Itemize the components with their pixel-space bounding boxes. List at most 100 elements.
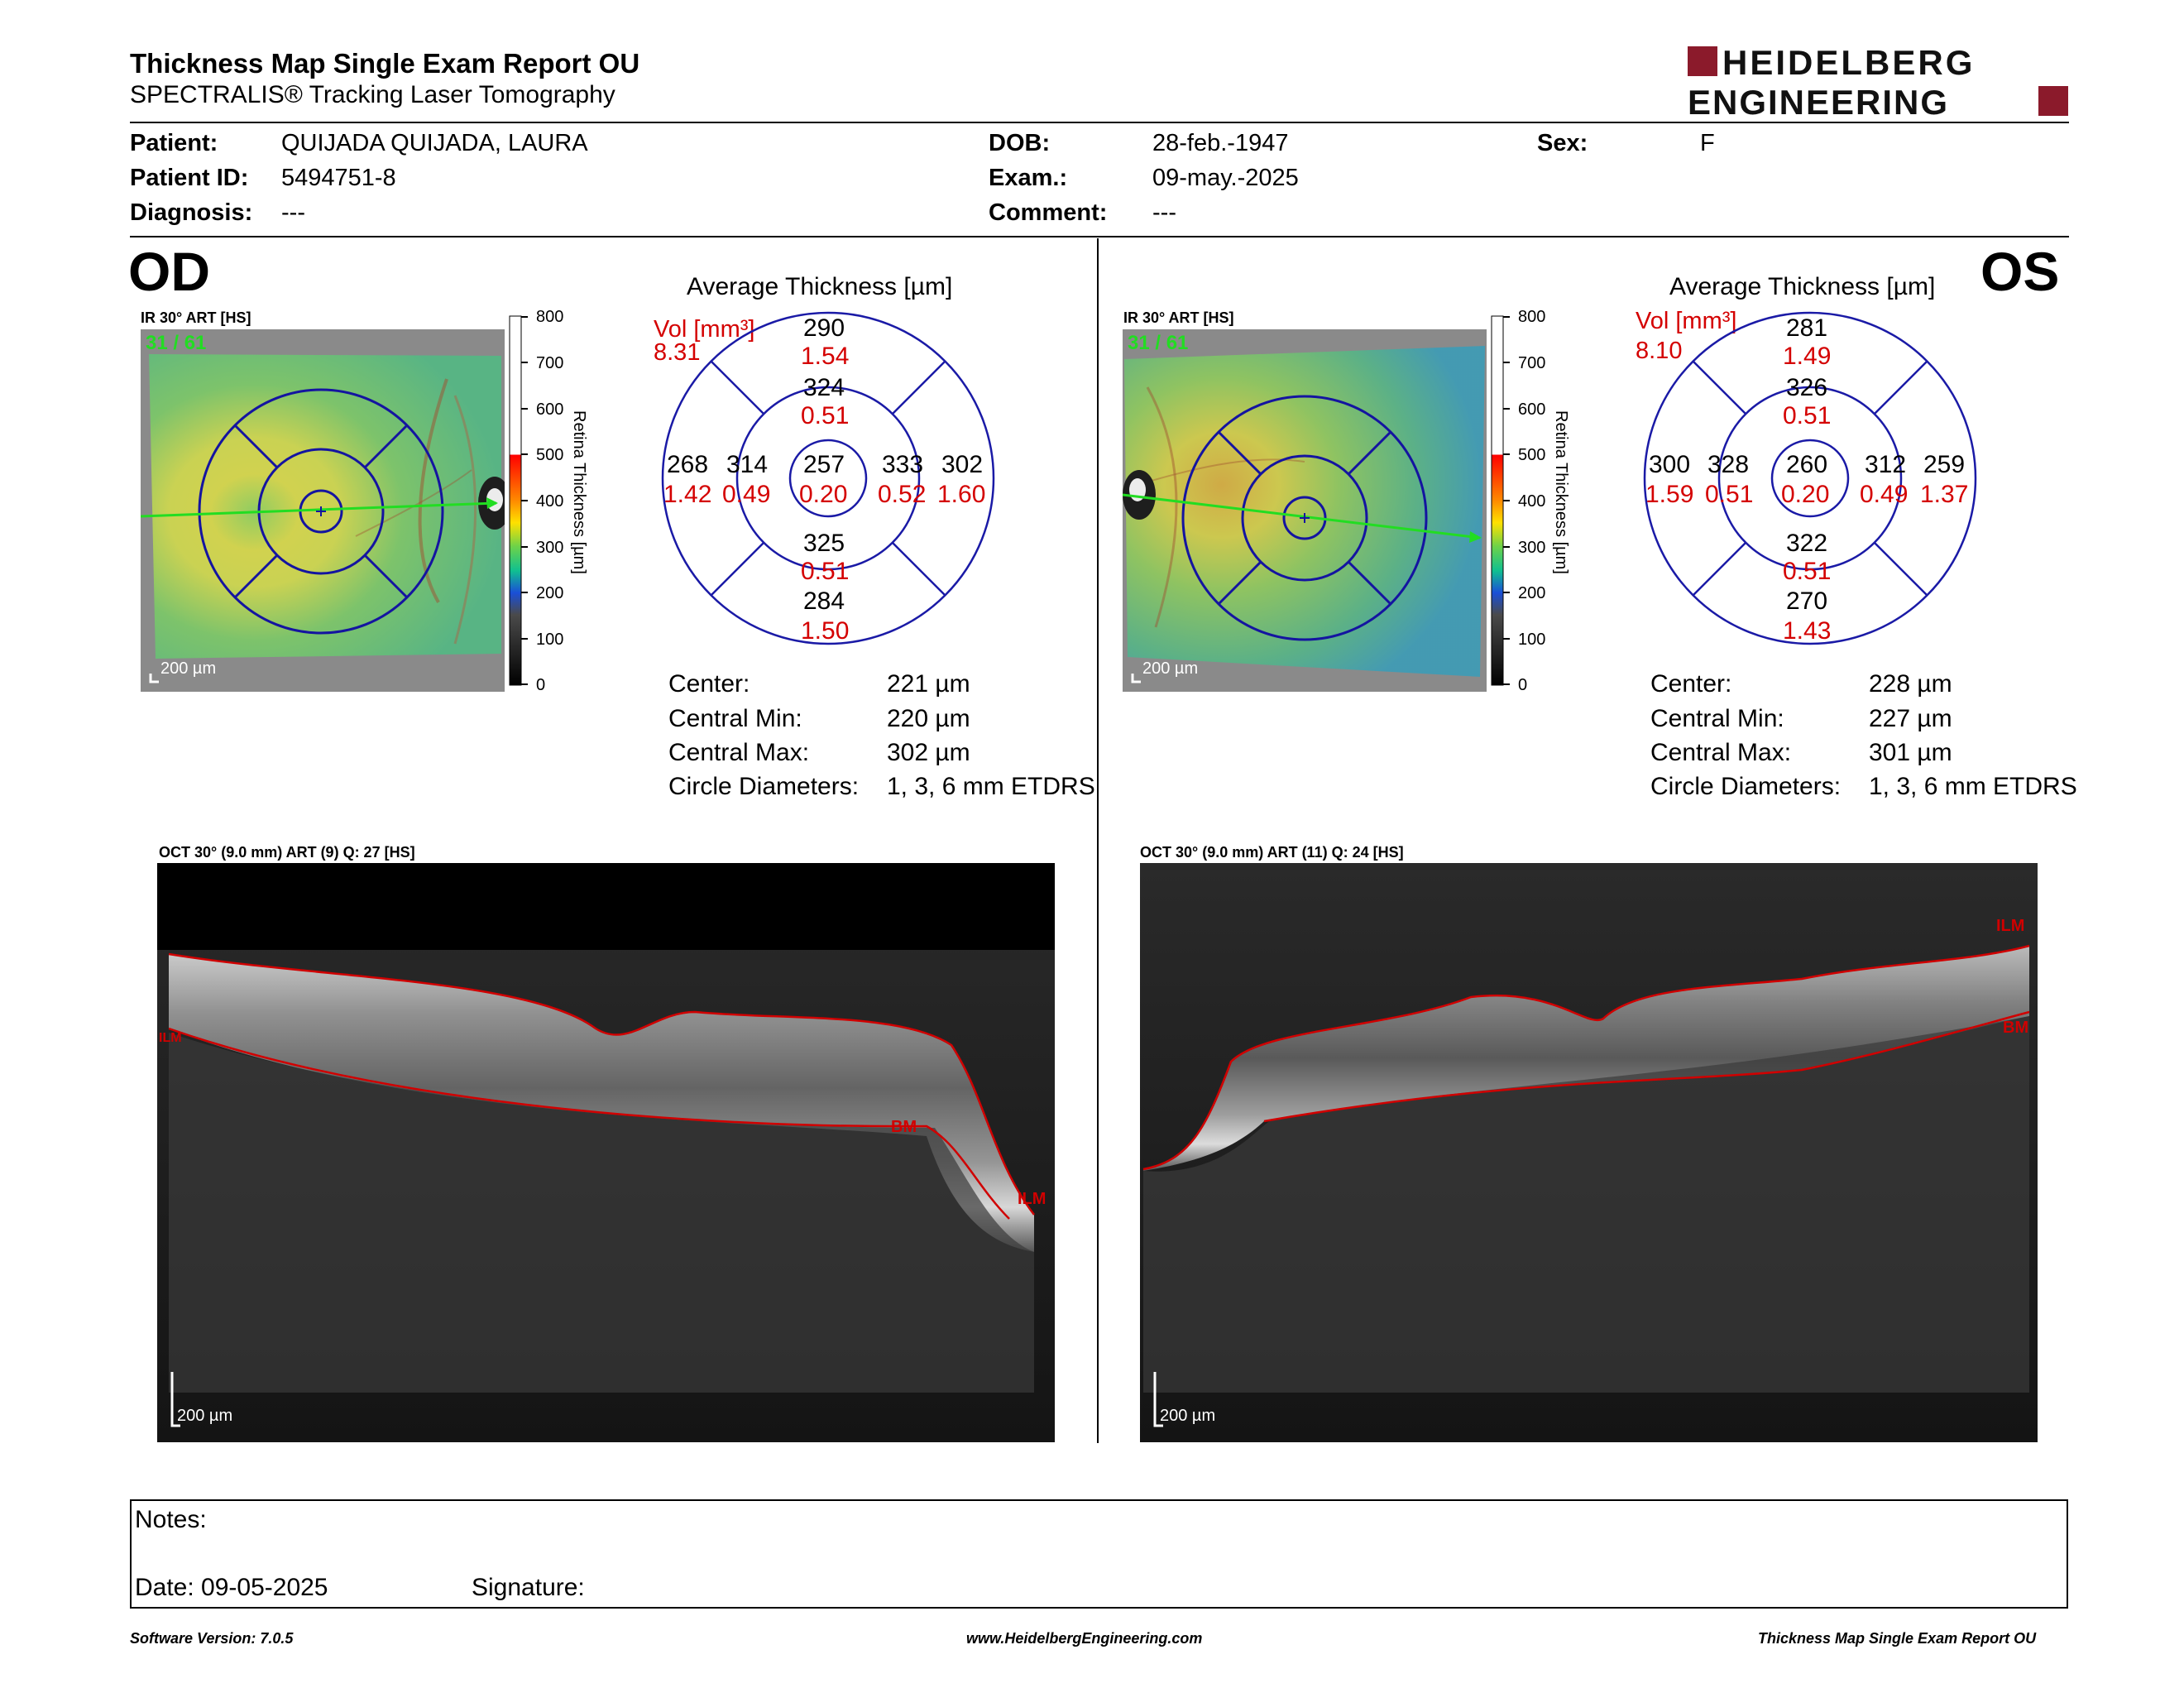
os-center-value: 228 µm	[1869, 670, 1952, 698]
od-central-min-label: Central Min:	[668, 705, 802, 732]
od-inferior-inner-volume: 0.51	[801, 558, 850, 585]
os-superior-inner-thickness: 326	[1786, 374, 1828, 401]
os-center-volume: 0.20	[1781, 481, 1830, 508]
diagnosis-label: Diagnosis:	[130, 199, 253, 226]
od-central-min-value: 220 µm	[887, 705, 970, 732]
od-center-volume: 0.20	[799, 481, 848, 508]
os-superior-inner-volume: 0.51	[1783, 402, 1832, 429]
exam-label: Exam.:	[989, 165, 1068, 191]
od-thickness-scale	[509, 315, 592, 688]
od-nasal-outer-volume: 1.42	[663, 481, 712, 508]
os-vol-label: Vol [mm³]	[1636, 308, 1737, 334]
os-inferior-inner-thickness: 322	[1786, 530, 1828, 557]
od-superior-inner-thickness: 324	[803, 374, 845, 401]
od-etdrs-grid	[661, 311, 995, 645]
os-central-max-value: 301 µm	[1869, 739, 1952, 766]
os-etdrs-grid	[1643, 311, 1977, 645]
os-inferior-inner-volume: 0.51	[1783, 558, 1832, 585]
sex-value: F	[1700, 130, 1715, 156]
od-center-value: 221 µm	[887, 670, 970, 698]
os-ir-caption: IR 30° ART [HS]	[1123, 309, 1234, 326]
os-thickness-scale	[1491, 315, 1574, 688]
os-oct-bscan: ILM BM 200 µm	[1140, 863, 2038, 1442]
os-frame-count: 31 / 61	[1128, 332, 1188, 354]
footer-website: www.HeidelbergEngineering.com	[966, 1630, 1203, 1647]
os-center-thickness: 260	[1786, 451, 1828, 478]
od-nasal-outer-thickness: 268	[667, 451, 709, 478]
os-oct-caption: OCT 30° (9.0 mm) ART (11) Q: 24 [HS]	[1140, 844, 1404, 861]
od-scale-title: Retina Thickness [µm]	[570, 410, 588, 574]
os-fundus-image: 31 / 61 200 µm	[1123, 329, 1487, 692]
od-circle-diameters-value: 1, 3, 6 mm ETDRS	[887, 773, 1095, 800]
od-vol-label-text: Vol [mm³]	[654, 316, 755, 343]
od-oct-bscan: BM ILM ILM 200 µm	[157, 863, 1055, 1442]
os-scale-tick-100: 100	[1518, 631, 1546, 649]
od-bm-label: BM	[891, 1118, 917, 1136]
od-center-label: Center:	[668, 670, 750, 698]
od-vol-total: 8.31	[654, 339, 701, 366]
footer-report-name: Thickness Map Single Exam Report OU	[1758, 1630, 2037, 1647]
od-ilm-left-label: ILM	[159, 1031, 182, 1045]
od-inferior-outer-volume: 1.50	[801, 617, 850, 645]
od-superior-outer-thickness: 290	[803, 314, 845, 342]
os-bm-label: BM	[2003, 1019, 2028, 1037]
os-scale-tick-0: 0	[1518, 676, 1528, 694]
os-temporal-inner-thickness: 328	[1707, 451, 1750, 478]
exam-value: 09-may.-2025	[1152, 165, 1299, 191]
os-temporal-outer-volume: 1.59	[1645, 481, 1694, 508]
os-temporal-inner-volume: 0.51	[1705, 481, 1754, 508]
patient-id-label: Patient ID:	[130, 165, 249, 191]
os-nasal-outer-volume: 1.37	[1920, 481, 1969, 508]
od-circle-diameters-label: Circle Diameters:	[668, 773, 860, 800]
os-circle-diameters-label: Circle Diameters:	[1650, 773, 1842, 800]
dob-label: DOB:	[989, 130, 1051, 156]
od-inferior-outer-thickness: 284	[803, 587, 845, 615]
os-scale-tick-200: 200	[1518, 584, 1546, 602]
od-superior-inner-volume: 0.51	[801, 402, 850, 429]
os-superior-outer-volume: 1.49	[1783, 343, 1832, 370]
patient-divider	[130, 236, 2069, 237]
notes-signature-label: Signature:	[472, 1574, 585, 1601]
os-inferior-outer-volume: 1.43	[1783, 617, 1832, 645]
notes-box	[130, 1499, 2068, 1609]
od-nasal-inner-volume: 0.49	[722, 481, 771, 508]
svg-text:ENGINEERING: ENGINEERING	[1688, 83, 1949, 119]
comment-label: Comment:	[989, 199, 1108, 226]
od-superior-outer-volume: 1.54	[801, 343, 850, 370]
od-temporal-outer-thickness: 302	[941, 451, 984, 478]
os-central-max-label: Central Max:	[1650, 739, 1792, 766]
os-inferior-outer-thickness: 270	[1786, 587, 1828, 615]
od-scale-tick-800: 800	[536, 308, 564, 326]
od-central-max-label: Central Max:	[668, 739, 810, 766]
os-scale-title: Retina Thickness [µm]	[1552, 410, 1570, 574]
os-nasal-outer-thickness: 259	[1923, 451, 1966, 478]
notes-date: Date: 09-05-2025	[135, 1574, 328, 1601]
os-scale-tick-600: 600	[1518, 400, 1546, 419]
od-fundus-scale-bar: 200 µm	[160, 659, 216, 678]
os-scale-tick-800: 800	[1518, 308, 1546, 326]
patient-id: 5494751-8	[281, 165, 396, 191]
od-ilm-label: ILM	[1018, 1190, 1046, 1208]
od-scale-tick-700: 700	[536, 354, 564, 372]
os-vol-total: 8.10	[1636, 338, 1683, 364]
od-ir-caption: IR 30° ART [HS]	[141, 309, 251, 326]
od-center-thickness: 257	[803, 451, 845, 478]
od-temporal-outer-volume: 1.60	[937, 481, 986, 508]
diagnosis-value: ---	[281, 199, 305, 226]
report-title: Thickness Map Single Exam Report OU	[130, 48, 640, 79]
comment-value: ---	[1152, 199, 1176, 226]
os-oct-scale-bar: 200 µm	[1160, 1407, 1215, 1425]
od-inferior-inner-thickness: 325	[803, 530, 845, 557]
od-central-max-value: 302 µm	[887, 739, 970, 766]
svg-text:HEIDELBERG: HEIDELBERG	[1722, 43, 1975, 82]
od-scale-tick-0: 0	[536, 676, 546, 694]
report-subtitle: SPECTRALIS® Tracking Laser Tomography	[130, 81, 615, 108]
os-temporal-outer-thickness: 300	[1649, 451, 1691, 478]
eye-divider	[1097, 238, 1099, 1443]
os-ilm-label: ILM	[1996, 917, 2024, 935]
heidelberg-logo: HEIDELBERG ENGINEERING	[1688, 43, 2068, 119]
os-central-min-label: Central Min:	[1650, 705, 1784, 732]
os-scale-tick-400: 400	[1518, 492, 1546, 511]
footer-software-version: Software Version: 7.0.5	[130, 1630, 294, 1647]
os-eye-label: OS	[1980, 241, 2060, 302]
